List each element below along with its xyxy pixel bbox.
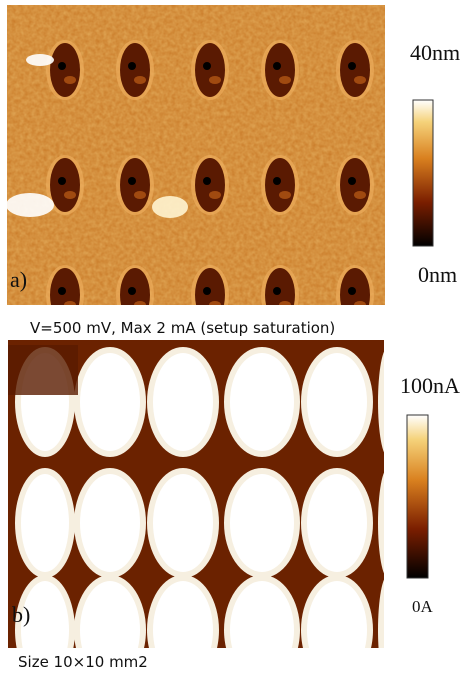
blob bbox=[50, 43, 80, 97]
blob bbox=[8, 345, 78, 395]
blob bbox=[26, 54, 54, 66]
blob bbox=[64, 301, 76, 309]
blob bbox=[354, 301, 366, 309]
blob bbox=[80, 353, 140, 451]
blob bbox=[273, 287, 281, 295]
blob bbox=[279, 301, 291, 309]
blob bbox=[354, 76, 366, 84]
blob bbox=[58, 177, 66, 185]
blob bbox=[279, 76, 291, 84]
blob bbox=[384, 353, 392, 451]
colorbar bbox=[413, 100, 433, 246]
blob bbox=[64, 191, 76, 199]
blob bbox=[354, 191, 366, 199]
figure: a) b) 40nm 0nm 100nA 0A V=500 mV, Max 2 … bbox=[0, 0, 471, 673]
blob bbox=[195, 158, 225, 212]
panel-label: b) bbox=[12, 602, 30, 627]
blob bbox=[265, 158, 295, 212]
blob bbox=[128, 287, 136, 295]
blob bbox=[384, 581, 392, 673]
blob bbox=[203, 287, 211, 295]
blob bbox=[265, 43, 295, 97]
panel-label: a) bbox=[10, 267, 27, 292]
blob bbox=[273, 177, 281, 185]
caption: V=500 mV, Max 2 mA (setup saturation) bbox=[30, 319, 335, 337]
blob bbox=[120, 268, 150, 322]
blob bbox=[348, 287, 356, 295]
blob bbox=[340, 158, 370, 212]
colorbar bbox=[407, 415, 428, 578]
blob bbox=[307, 474, 367, 572]
blob bbox=[340, 268, 370, 322]
blob bbox=[203, 177, 211, 185]
blob bbox=[50, 268, 80, 322]
blob bbox=[378, 347, 398, 457]
blob bbox=[307, 353, 367, 451]
blob bbox=[203, 62, 211, 70]
blob bbox=[58, 287, 66, 295]
blob bbox=[120, 43, 150, 97]
blob bbox=[21, 474, 69, 572]
blob bbox=[6, 193, 54, 217]
blob bbox=[134, 191, 146, 199]
blob bbox=[153, 474, 213, 572]
image-b bbox=[8, 340, 398, 673]
blob bbox=[195, 43, 225, 97]
blob bbox=[50, 158, 80, 212]
blob bbox=[265, 268, 295, 322]
scale-min: 0nm bbox=[418, 262, 457, 287]
blob bbox=[209, 301, 221, 309]
blob bbox=[80, 474, 140, 572]
blob bbox=[348, 177, 356, 185]
blob bbox=[128, 177, 136, 185]
blob bbox=[134, 76, 146, 84]
blob bbox=[152, 196, 188, 218]
image-a bbox=[6, 5, 385, 325]
blob bbox=[134, 301, 146, 309]
scale-max: 40nm bbox=[410, 40, 460, 65]
blob bbox=[378, 468, 398, 578]
blob bbox=[230, 474, 294, 572]
blob bbox=[273, 62, 281, 70]
caption: Size 10×10 mm2 bbox=[18, 653, 148, 671]
scale-max: 100nA bbox=[400, 373, 460, 398]
blob bbox=[230, 353, 294, 451]
blob bbox=[384, 474, 392, 572]
scale-min: 0A bbox=[412, 597, 434, 616]
blob bbox=[58, 62, 66, 70]
blob bbox=[153, 353, 213, 451]
blob bbox=[209, 76, 221, 84]
blob bbox=[64, 76, 76, 84]
blob bbox=[348, 62, 356, 70]
blob bbox=[128, 62, 136, 70]
blob bbox=[195, 268, 225, 322]
blob bbox=[209, 191, 221, 199]
blob bbox=[340, 43, 370, 97]
blob bbox=[120, 158, 150, 212]
blob bbox=[279, 191, 291, 199]
